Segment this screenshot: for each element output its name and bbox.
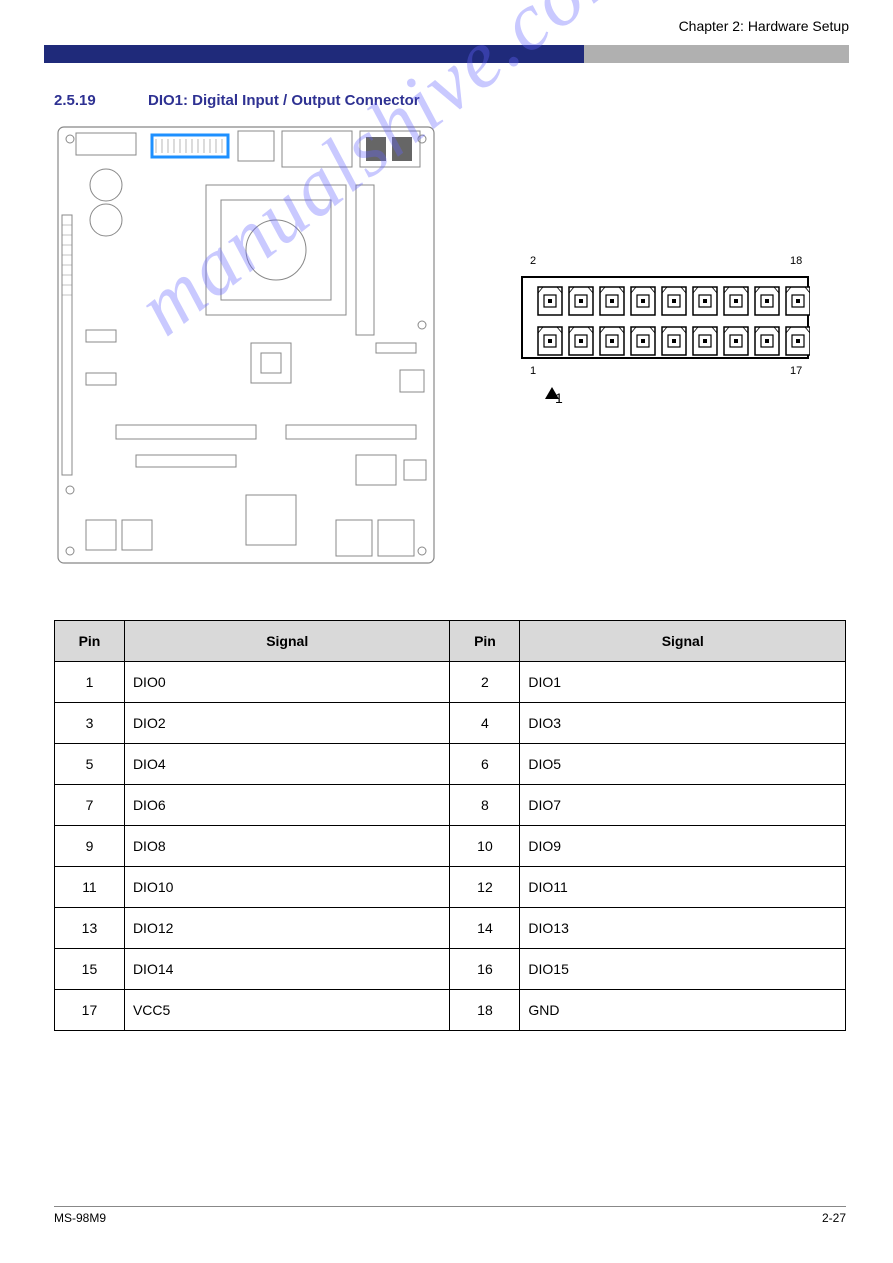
cell-signal: DIO3 [520,703,846,744]
header-bar-blue [44,45,584,63]
cell-pin: 14 [450,908,520,949]
table-row: 15DIO1416DIO15 [55,949,846,990]
cell-pin: 18 [450,990,520,1031]
th-pin-a: Pin [55,621,125,662]
cell-signal: DIO13 [520,908,846,949]
th-pin-b: Pin [450,621,520,662]
cell-pin: 16 [450,949,520,990]
pin2-label: 2 [530,255,536,267]
cell-pin: 10 [450,826,520,867]
chapter-label: Chapter 2: Hardware Setup [679,18,849,34]
pin1-flag: 1 [555,390,563,406]
cell-signal: DIO5 [520,744,846,785]
table-row: 7DIO68DIO7 [55,785,846,826]
cell-signal: VCC5 [124,990,450,1031]
cell-pin: 6 [450,744,520,785]
cell-pin: 7 [55,785,125,826]
cell-signal: DIO14 [124,949,450,990]
cell-signal: GND [520,990,846,1031]
table-row: 17VCC518GND [55,990,846,1031]
table-row: 11DIO1012DIO11 [55,867,846,908]
cell-signal: DIO9 [520,826,846,867]
th-signal-a: Signal [124,621,450,662]
motherboard-diagram [56,125,436,565]
footer: MS-98M9 2-27 [54,1206,846,1225]
cell-pin: 15 [55,949,125,990]
table-row: 9DIO810DIO9 [55,826,846,867]
cell-pin: 2 [450,662,520,703]
pinout-table: Pin Signal Pin Signal 1DIO02DIO13DIO24DI… [54,620,846,1031]
connector-diagram [520,275,810,360]
cell-signal: DIO4 [124,744,450,785]
cell-signal: DIO10 [124,867,450,908]
section-title: DIO1: Digital Input / Output Connector [148,92,420,109]
cell-signal: DIO2 [124,703,450,744]
cell-pin: 9 [55,826,125,867]
cell-signal: DIO7 [520,785,846,826]
header-bar [44,45,849,63]
footer-model: MS-98M9 [54,1211,106,1225]
cell-signal: DIO0 [124,662,450,703]
header-bar-grey [584,45,849,63]
pin1-label: 1 [530,365,536,377]
cell-pin: 12 [450,867,520,908]
cell-signal: DIO15 [520,949,846,990]
table-row: 1DIO02DIO1 [55,662,846,703]
table-row: 5DIO46DIO5 [55,744,846,785]
cell-pin: 13 [55,908,125,949]
pin17-label: 17 [790,365,802,377]
cell-pin: 11 [55,867,125,908]
cell-signal: DIO8 [124,826,450,867]
cell-signal: DIO1 [520,662,846,703]
table-header-row: Pin Signal Pin Signal [55,621,846,662]
cell-pin: 17 [55,990,125,1031]
cell-pin: 4 [450,703,520,744]
section-number: 2.5.19 [54,92,96,109]
cell-signal: DIO12 [124,908,450,949]
cell-pin: 5 [55,744,125,785]
table-row: 3DIO24DIO3 [55,703,846,744]
th-signal-b: Signal [520,621,846,662]
cell-signal: DIO11 [520,867,846,908]
cell-pin: 1 [55,662,125,703]
cell-signal: DIO6 [124,785,450,826]
pin18-label: 18 [790,255,802,267]
cell-pin: 8 [450,785,520,826]
table-row: 13DIO1214DIO13 [55,908,846,949]
cell-pin: 3 [55,703,125,744]
footer-page: 2-27 [822,1211,846,1225]
